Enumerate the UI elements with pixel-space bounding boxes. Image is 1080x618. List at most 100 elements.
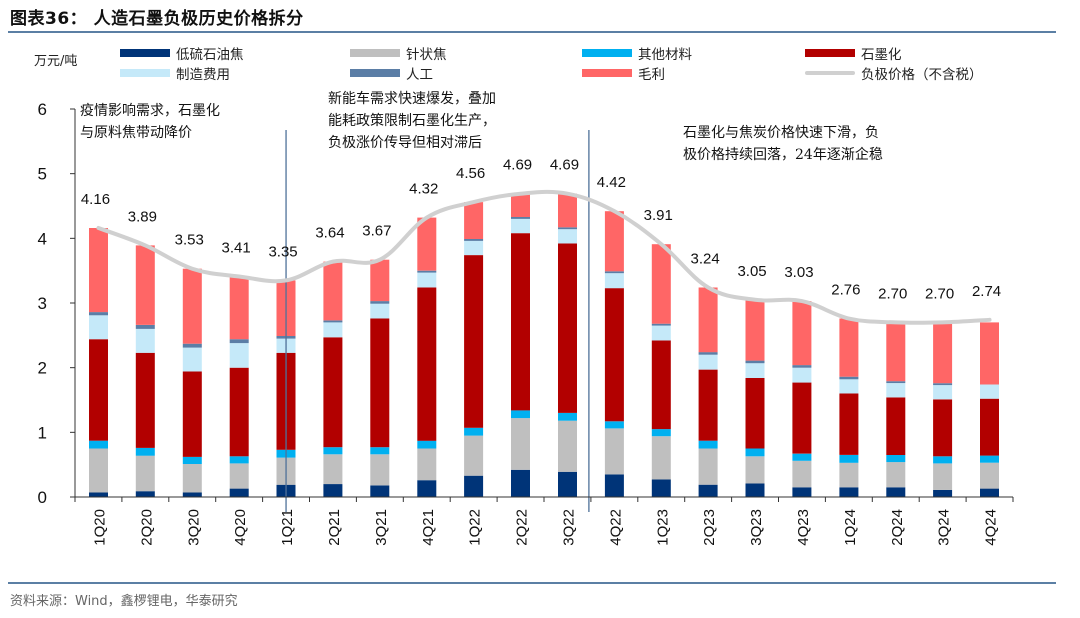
y-tick-label-1: 1: [38, 423, 47, 442]
bar-segment-2Q23-4: [698, 354, 718, 370]
annotation-line: 石墨化与焦炭价格快速下滑，负: [683, 125, 879, 141]
bar-segment-3Q24-1: [933, 463, 953, 490]
bar-segment-3Q23-5: [745, 360, 765, 364]
bar-segment-4Q24-3: [980, 398, 999, 456]
bar-segment-1Q22-1: [464, 435, 484, 476]
y-tick-label-5: 5: [38, 165, 47, 184]
bar-segment-4Q24-0: [980, 488, 999, 497]
x-tick-label-1Q21: 1Q21: [279, 509, 296, 546]
bar-segment-3Q21-3: [370, 318, 390, 448]
bar-segment-2Q21-2: [323, 447, 343, 455]
legend-label: 负极价格（不含税）: [861, 67, 983, 83]
bar-segment-2Q21-0: [323, 484, 343, 497]
bar-segment-3Q24-2: [933, 456, 953, 464]
bar-segment-3Q21-5: [370, 301, 390, 304]
bar-segment-4Q20-1: [229, 463, 249, 489]
bar-segment-3Q22-2: [558, 412, 577, 421]
bar-segment-2Q22-1: [511, 418, 530, 470]
bar-segment-3Q23-3: [745, 378, 765, 449]
bar-segment-3Q20-4: [182, 347, 202, 372]
bar-segment-3Q20-3: [182, 371, 202, 457]
bar-segment-4Q21-2: [417, 440, 437, 449]
legend-swatch: [350, 69, 400, 77]
bar-segment-2Q20-2: [135, 447, 155, 456]
bar-segment-3Q22-5: [558, 227, 577, 230]
legend-label: 毛利: [638, 67, 665, 83]
bars-layer: [89, 193, 999, 497]
bar-segment-1Q23-2: [651, 429, 671, 437]
bar-segment-1Q20-4: [89, 315, 108, 340]
legend-item-labor: 人工: [350, 64, 433, 83]
bar-segment-2Q20-0: [135, 491, 155, 497]
annotation-line: 极价格持续回落，24年逐渐企稳: [683, 147, 883, 163]
data-label-3Q22: 4.69: [550, 157, 579, 174]
bar-segment-2Q20-4: [135, 328, 155, 353]
y-tick-label-3: 3: [38, 294, 47, 313]
data-label-2Q20: 3.89: [128, 208, 157, 225]
bar-segment-3Q20-1: [182, 464, 202, 493]
bar-segment-2Q20-5: [135, 325, 155, 329]
bar-segment-2Q23-2: [698, 440, 718, 449]
x-tick-label-3Q21: 3Q21: [373, 509, 390, 546]
bar-segment-2Q23-1: [698, 448, 718, 485]
bar-segment-4Q22-0: [604, 474, 624, 497]
annotation-price-decline: 石墨化与焦炭价格快速下滑，负 极价格持续回落，24年逐渐企稳: [683, 122, 883, 166]
bar-segment-4Q23-0: [792, 487, 812, 497]
bar-segment-3Q22-1: [558, 420, 577, 472]
data-label-2Q23: 3.24: [691, 250, 720, 267]
bar-segment-3Q22-4: [558, 229, 577, 244]
bar-segment-1Q23-3: [651, 340, 671, 430]
bar-segment-3Q20-5: [182, 343, 202, 348]
bar-segment-1Q20-2: [89, 440, 108, 449]
bar-segment-3Q23-0: [745, 483, 765, 497]
bar-segment-2Q22-3: [511, 233, 530, 411]
data-label-1Q24: 2.76: [831, 282, 860, 299]
bar-segment-1Q20-1: [89, 448, 108, 493]
bar-segment-2Q24-1: [886, 462, 906, 488]
bar-segment-2Q24-3: [886, 397, 906, 455]
bar-segment-4Q23-1: [792, 460, 812, 488]
bar-segment-4Q22-6: [604, 211, 624, 272]
bar-segment-4Q20-4: [229, 343, 249, 368]
bar-segment-2Q21-4: [323, 322, 343, 338]
annotation-line: 新能车需求快速爆发，叠加: [328, 91, 496, 107]
bar-segment-1Q20-0: [89, 492, 108, 497]
data-label-1Q22: 4.56: [456, 165, 485, 182]
bar-segment-3Q21-0: [370, 485, 390, 497]
x-tick-label-1Q23: 1Q23: [654, 509, 671, 546]
legend-line-swatch: [805, 71, 855, 75]
bar-segment-3Q22-0: [558, 471, 577, 497]
bar-segment-3Q24-4: [933, 385, 953, 400]
bar-segment-4Q23-3: [792, 382, 812, 454]
y-axis-unit: 万元/吨: [34, 54, 78, 69]
bar-segment-3Q22-6: [558, 193, 577, 228]
bar-segment-1Q24-3: [839, 393, 859, 455]
legend-item-graphitization: 石墨化: [805, 44, 902, 63]
bar-segment-4Q22-2: [604, 421, 624, 429]
legend-swatch: [120, 49, 170, 57]
bar-segment-4Q20-3: [229, 367, 249, 457]
legend-item-low-sulfur-coke: 低硫石油焦: [120, 44, 244, 63]
bar-segment-2Q21-3: [323, 337, 343, 448]
bar-segment-2Q23-6: [698, 287, 718, 353]
annotation-line: 与原料焦带动降价: [80, 125, 192, 141]
line-layer: [96, 189, 992, 325]
bar-segment-2Q23-5: [698, 352, 718, 355]
x-tick-label-2Q23: 2Q23: [701, 509, 718, 546]
y-tick-label-6: 6: [38, 100, 47, 119]
bar-segment-3Q20-2: [182, 456, 202, 464]
x-tick-label-4Q22: 4Q22: [607, 509, 624, 546]
bar-segment-4Q24-1: [980, 462, 999, 489]
x-tick-label-3Q24: 3Q24: [936, 509, 953, 546]
footer-divider: [8, 582, 1056, 584]
x-tick-label-2Q24: 2Q24: [889, 509, 906, 546]
legend-item-needle-coke: 针状焦: [350, 44, 447, 63]
data-label-3Q20: 3.53: [175, 232, 204, 249]
bar-segment-2Q22-0: [511, 469, 530, 497]
legend-item-manufacturing-cost: 制造费用: [120, 64, 230, 83]
bar-segment-1Q24-6: [839, 318, 859, 377]
bar-segment-3Q21-1: [370, 454, 390, 486]
bar-segment-2Q21-1: [323, 454, 343, 484]
x-tick-label-3Q22: 3Q22: [560, 509, 577, 546]
